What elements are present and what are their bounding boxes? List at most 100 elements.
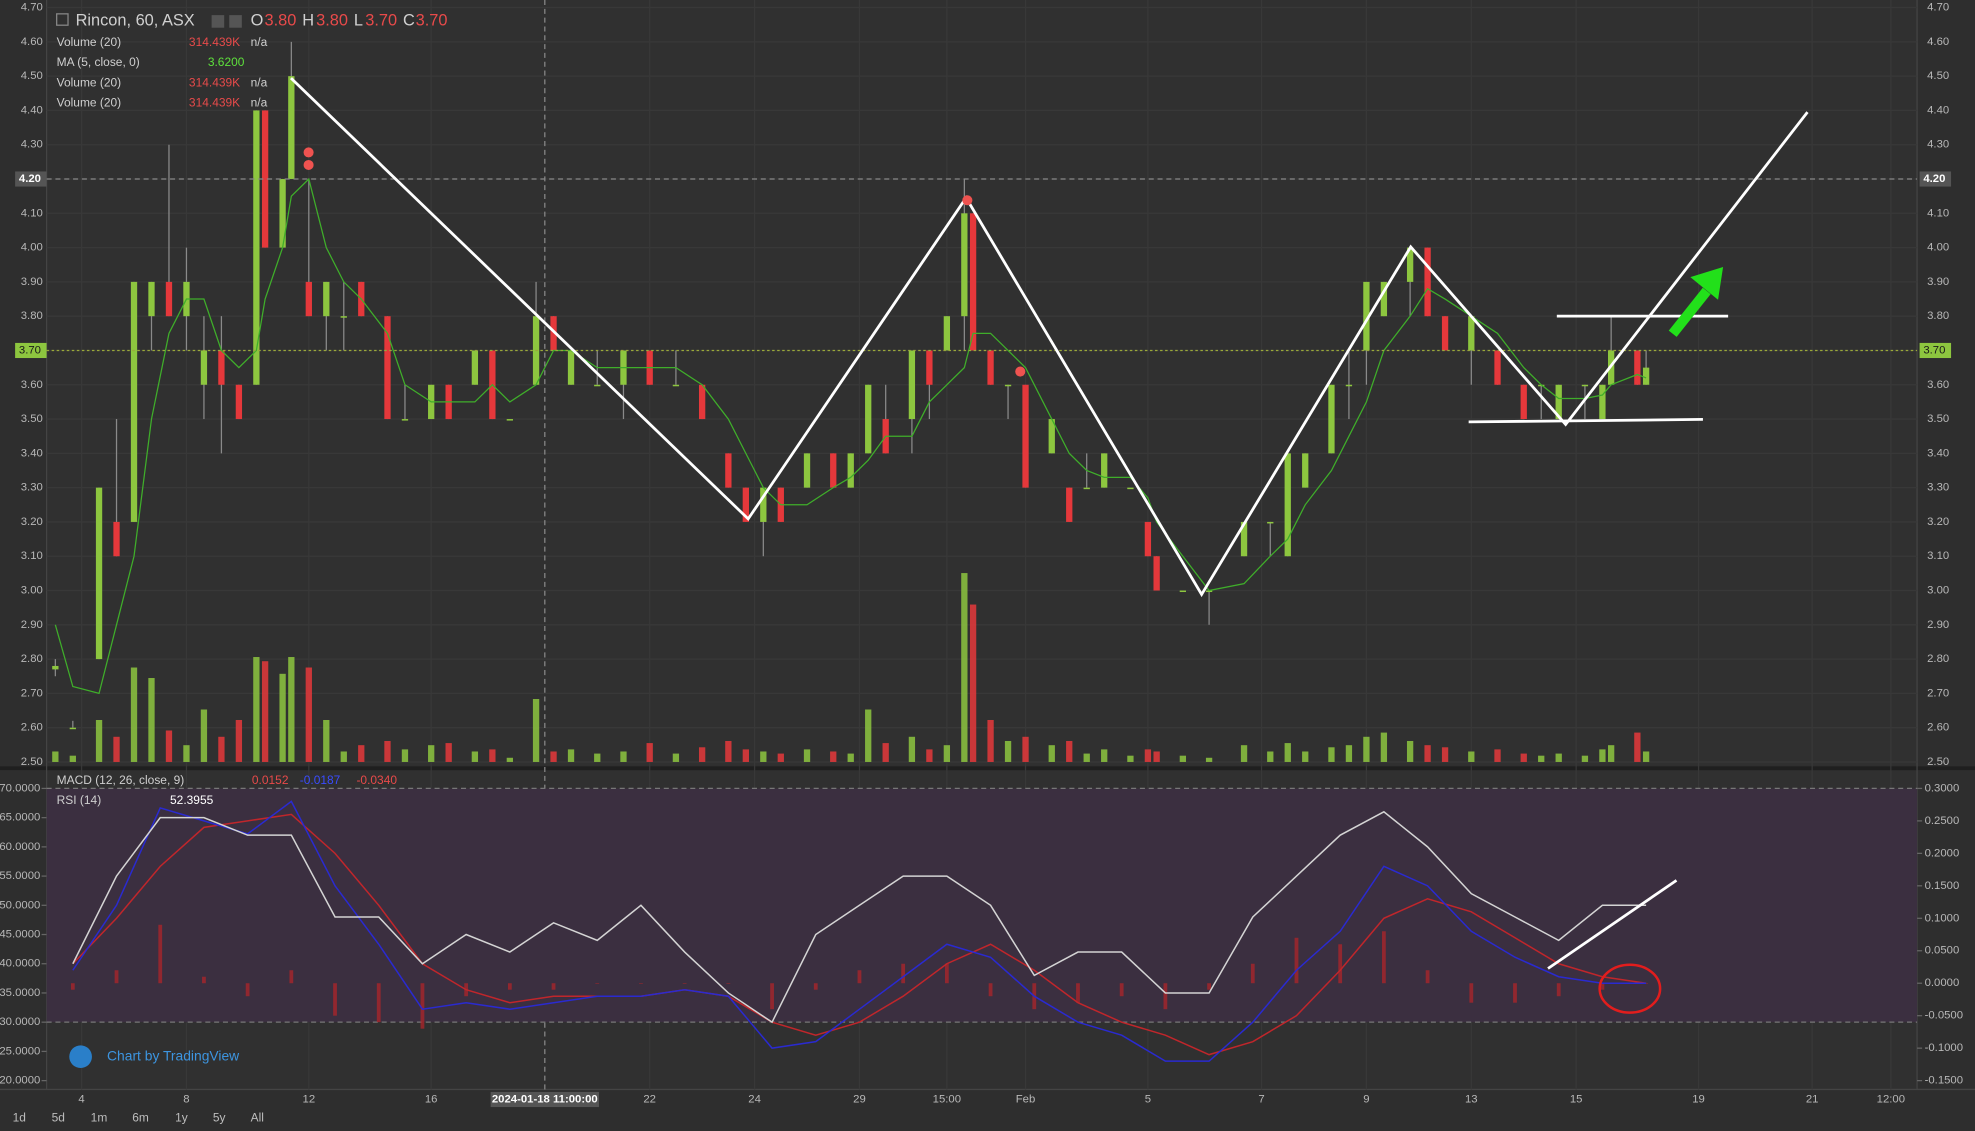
candle-body: [218, 350, 225, 385]
volume-bar: [1634, 732, 1641, 762]
candle-body: [830, 453, 837, 488]
legend: Rincon, 60, ASX O 3.80 H 3.80 L 3.70 C 3…: [56, 12, 448, 1069]
crosshair-label: 4.20: [1923, 173, 1945, 185]
x-tick-label: 19: [1692, 1094, 1705, 1106]
y-tick-label: 3.10: [21, 550, 43, 562]
y-tick-label: 3.90: [1927, 276, 1949, 288]
y2-tick-label: 0.1500: [1925, 880, 1960, 892]
candle-body: [1101, 453, 1108, 488]
indicator-name: Volume (20): [57, 75, 121, 89]
y-tick-label: 4.30: [21, 139, 43, 151]
y-tick-label: 4.40: [21, 104, 43, 116]
macd-histogram: [551, 983, 556, 990]
macd-histogram: [376, 983, 381, 1023]
candle-body: [1302, 453, 1309, 488]
candle-body: [52, 665, 59, 670]
volume-bar: [1205, 757, 1213, 762]
macd-histogram: [202, 976, 206, 984]
y-tick-label: 3.40: [1927, 447, 1949, 459]
volume-bar: [1240, 745, 1248, 762]
range-button[interactable]: 6m: [132, 1111, 149, 1125]
macd-histogram: [1600, 983, 1605, 990]
y-tick-label: 20.0000: [0, 1075, 40, 1087]
crosshair-label: 2024-01-18 11:00:00: [492, 1094, 598, 1106]
candle-body: [288, 76, 295, 180]
range-button[interactable]: 1d: [13, 1111, 26, 1125]
volume-bar: [532, 699, 540, 762]
candle-body: [1555, 384, 1562, 420]
candle-body: [1406, 247, 1414, 282]
y-tick-label: 2.50: [21, 756, 43, 768]
macd-histogram: [114, 970, 119, 984]
volume-bar: [550, 751, 557, 762]
volume-bar: [1520, 753, 1527, 762]
candle-body: [1048, 419, 1055, 454]
y-tick-label: 25.0000: [0, 1045, 40, 1057]
y-tick-label: 3.30: [1927, 482, 1949, 494]
macd-histogram: [1294, 937, 1299, 984]
x-tick-label: 12: [303, 1094, 316, 1106]
range-button[interactable]: All: [251, 1111, 264, 1125]
volume-bar: [1083, 753, 1090, 762]
y-tick-label: 3.20: [21, 516, 43, 528]
candle-body: [961, 213, 968, 317]
macd-histogram: [333, 983, 337, 1016]
y-tick-label: 50.0000: [0, 899, 40, 911]
range-button[interactable]: 1m: [91, 1111, 108, 1125]
price-label-bg: [1919, 342, 1952, 359]
ohlc-key: O: [251, 12, 264, 30]
indicator-value: 3.6200: [208, 55, 245, 69]
moving-average: [54, 177, 1647, 695]
indicator-name: MACD (12, 26, close, 9): [57, 773, 185, 787]
volume-bar: [253, 657, 260, 762]
plot: 2.50 2.50 2.60 2.60 2.70 2.70 2.80 2.80 2.90 2.90…: [0, 0, 1963, 1108]
y2-tick-label: 0.0500: [1925, 945, 1960, 957]
range-button[interactable]: 1y: [175, 1111, 188, 1125]
y-tick-label: 2.90: [21, 619, 43, 631]
volume-bar: [428, 745, 435, 762]
range-button[interactable]: 5y: [213, 1111, 226, 1125]
candle-body: [742, 487, 749, 522]
volume-bar: [882, 743, 889, 762]
macd-histogram: [158, 924, 163, 984]
candle-body: [471, 350, 479, 385]
crosshair-label-bg: [490, 1091, 599, 1108]
range-button[interactable]: 5d: [52, 1111, 65, 1125]
macd-histogram: [289, 970, 294, 984]
volume-bar: [445, 743, 452, 762]
y-tick-label: 2.70: [1927, 687, 1949, 699]
x-tick-label: 22: [643, 1094, 656, 1106]
y-tick-label: 4.70: [1927, 2, 1949, 14]
volume-bar: [1642, 751, 1650, 762]
candle-body: [1468, 316, 1475, 351]
candle-body: [261, 110, 269, 248]
macd-histogram: [1207, 983, 1211, 990]
x-tick-label: 7: [1258, 1094, 1264, 1106]
macd-histogram: [639, 983, 643, 984]
candle-body: [235, 384, 243, 420]
candle-body: [279, 179, 286, 248]
y2-tick-label: 0.2500: [1925, 815, 1960, 827]
volume-bar: [698, 747, 706, 762]
collapse-icon: [56, 13, 69, 26]
volume-bar: [340, 751, 347, 762]
y-tick-label: 3.80: [1927, 310, 1949, 322]
volume-bar: [95, 719, 103, 762]
y-tick-label: 2.60: [21, 722, 43, 734]
volume-bar: [148, 678, 155, 762]
indicator-name: MA (5, close, 0): [57, 55, 140, 69]
candle-body: [672, 384, 680, 387]
y-tick-label: 4.30: [1927, 139, 1949, 151]
x-tick-label: 5: [1145, 1094, 1151, 1106]
indicator-name: RSI (14): [57, 793, 102, 807]
y-tick-label: 4.00: [1927, 242, 1949, 254]
macd-histogram: [813, 983, 818, 990]
volume-bar: [1363, 736, 1370, 762]
candle-body: [340, 316, 347, 318]
candle-body: [323, 281, 330, 317]
y-tick-label: 3.60: [1927, 379, 1949, 391]
candle-body: [384, 316, 391, 420]
volume-bar: [1144, 749, 1152, 762]
signal-dot: [962, 195, 973, 206]
volume-bar: [218, 736, 225, 762]
